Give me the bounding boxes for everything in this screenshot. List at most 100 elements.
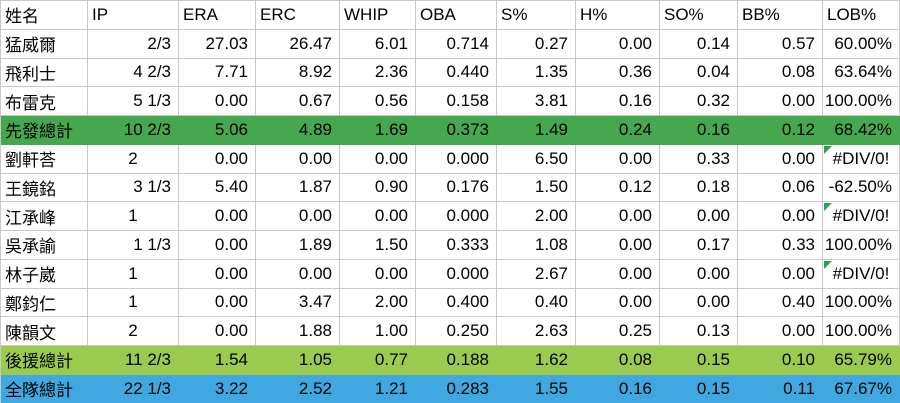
stat-cell[interactable]: 0.15: [660, 346, 738, 375]
stat-cell[interactable]: 0.188: [416, 346, 497, 375]
stat-cell[interactable]: 0.00: [179, 231, 256, 260]
stat-cell[interactable]: 0.16: [660, 116, 738, 145]
stat-cell[interactable]: 5.06: [179, 116, 256, 145]
player-name-cell[interactable]: 吳承諭: [1, 231, 88, 260]
column-header-lob-pct[interactable]: LOB%: [823, 1, 900, 30]
stat-cell[interactable]: 2.63: [497, 317, 576, 346]
stat-cell[interactable]: 1.08: [497, 231, 576, 260]
stat-cell[interactable]: 3.81: [497, 87, 576, 116]
total-label-cell[interactable]: 後援總計: [1, 346, 88, 375]
stat-cell[interactable]: 8.92: [256, 58, 340, 88]
stat-cell[interactable]: 3 1/3: [88, 173, 179, 203]
player-name-cell[interactable]: 林子崴: [1, 259, 88, 289]
stat-cell[interactable]: 0.00: [340, 259, 416, 289]
stat-cell[interactable]: 0.250: [416, 317, 497, 346]
stat-cell[interactable]: 0.57: [738, 29, 823, 59]
column-header-ip[interactable]: IP: [88, 1, 179, 30]
stat-cell[interactable]: 0.56: [340, 87, 416, 116]
stat-cell[interactable]: 0.40: [738, 288, 823, 318]
total-label-cell[interactable]: 全隊總計: [1, 374, 88, 403]
stat-cell[interactable]: 1.21: [340, 374, 416, 403]
stat-cell[interactable]: 1: [88, 288, 179, 318]
stat-cell[interactable]: 1.87: [256, 173, 340, 203]
stat-cell[interactable]: 0.283: [416, 374, 497, 403]
stat-cell[interactable]: 6.01: [340, 29, 416, 59]
stat-cell[interactable]: 1 1/3: [88, 231, 179, 260]
column-header-bb-pct[interactable]: BB%: [738, 1, 823, 30]
column-header-erc[interactable]: ERC: [256, 1, 340, 30]
stat-cell[interactable]: 0.08: [576, 346, 660, 375]
stat-cell[interactable]: 1.55: [497, 374, 576, 403]
stat-cell[interactable]: 1.49: [497, 116, 576, 145]
column-header-name[interactable]: 姓名: [1, 1, 88, 30]
stat-cell[interactable]: 0.00: [576, 231, 660, 260]
stat-cell[interactable]: 0.12: [576, 173, 660, 203]
stat-cell[interactable]: 2.67: [497, 259, 576, 289]
error-cell[interactable]: #DIV/0!: [823, 144, 900, 174]
stat-cell[interactable]: 0.24: [576, 116, 660, 145]
stat-cell[interactable]: 0.15: [660, 374, 738, 403]
column-header-s-pct[interactable]: S%: [497, 1, 576, 30]
stat-cell[interactable]: 0.00: [576, 144, 660, 174]
stat-cell[interactable]: 0.10: [738, 346, 823, 375]
stat-cell[interactable]: 0.00: [576, 288, 660, 318]
stat-cell[interactable]: 3.47: [256, 288, 340, 318]
stat-cell[interactable]: 0.08: [738, 58, 823, 88]
stat-cell[interactable]: 0.14: [660, 29, 738, 59]
stat-cell[interactable]: 0.00: [340, 144, 416, 174]
stat-cell[interactable]: 0.77: [340, 346, 416, 375]
stat-cell[interactable]: 2: [88, 317, 179, 346]
stat-cell[interactable]: 2.52: [256, 374, 340, 403]
stat-cell[interactable]: 10 2/3: [88, 116, 179, 145]
column-header-h-pct[interactable]: H%: [576, 1, 660, 30]
stat-cell[interactable]: 65.79%: [823, 346, 900, 375]
stat-cell[interactable]: 0.32: [660, 87, 738, 116]
player-name-cell[interactable]: 布雷克: [1, 87, 88, 116]
stat-cell[interactable]: 60.00%: [823, 29, 900, 59]
stat-cell[interactable]: 0.36: [576, 58, 660, 88]
stat-cell[interactable]: 0.18: [660, 173, 738, 203]
stat-cell[interactable]: 0.12: [738, 116, 823, 145]
stat-cell[interactable]: 0.04: [660, 58, 738, 88]
player-name-cell[interactable]: 猛威爾: [1, 29, 88, 59]
stat-cell[interactable]: 1: [88, 259, 179, 289]
stat-cell[interactable]: 0.00: [340, 202, 416, 231]
stat-cell[interactable]: 0.06: [738, 173, 823, 203]
total-label-cell[interactable]: 先發總計: [1, 116, 88, 145]
stat-cell[interactable]: 0.00: [256, 144, 340, 174]
stat-cell[interactable]: 1.00: [340, 317, 416, 346]
stat-cell[interactable]: 0.16: [576, 374, 660, 403]
column-header-whip[interactable]: WHIP: [340, 1, 416, 30]
stat-cell[interactable]: 100.00%: [823, 231, 900, 260]
player-name-cell[interactable]: 陳韻文: [1, 317, 88, 346]
stat-cell[interactable]: 0.00: [576, 259, 660, 289]
stat-cell[interactable]: 1.62: [497, 346, 576, 375]
stat-cell[interactable]: 0.17: [660, 231, 738, 260]
stat-cell[interactable]: 0.373: [416, 116, 497, 145]
stat-cell[interactable]: 0.714: [416, 29, 497, 59]
player-name-cell[interactable]: 飛利士: [1, 58, 88, 88]
stat-cell[interactable]: 0.00: [179, 288, 256, 318]
stat-cell[interactable]: 0.333: [416, 231, 497, 260]
stat-cell[interactable]: 26.47: [256, 29, 340, 59]
stat-cell[interactable]: 0.00: [256, 259, 340, 289]
stat-cell[interactable]: 0.00: [576, 29, 660, 59]
stat-cell[interactable]: 4.89: [256, 116, 340, 145]
stat-cell[interactable]: 2.00: [497, 202, 576, 231]
stat-cell[interactable]: 1.88: [256, 317, 340, 346]
stat-cell[interactable]: 0.00: [738, 87, 823, 116]
stat-cell[interactable]: 0.00: [660, 259, 738, 289]
stat-cell[interactable]: 63.64%: [823, 58, 900, 88]
stat-cell[interactable]: 0.33: [738, 231, 823, 260]
stat-cell[interactable]: 0.000: [416, 202, 497, 231]
stat-cell[interactable]: 2: [88, 144, 179, 174]
stat-cell[interactable]: 0.000: [416, 259, 497, 289]
stat-cell[interactable]: 100.00%: [823, 288, 900, 318]
stat-cell[interactable]: 0.00: [738, 144, 823, 174]
stat-cell[interactable]: 0.67: [256, 87, 340, 116]
stat-cell[interactable]: 67.67%: [823, 374, 900, 403]
stat-cell[interactable]: 0.13: [660, 317, 738, 346]
stat-cell[interactable]: 100.00%: [823, 317, 900, 346]
stat-cell[interactable]: 1.35: [497, 58, 576, 88]
stat-cell[interactable]: 0.400: [416, 288, 497, 318]
